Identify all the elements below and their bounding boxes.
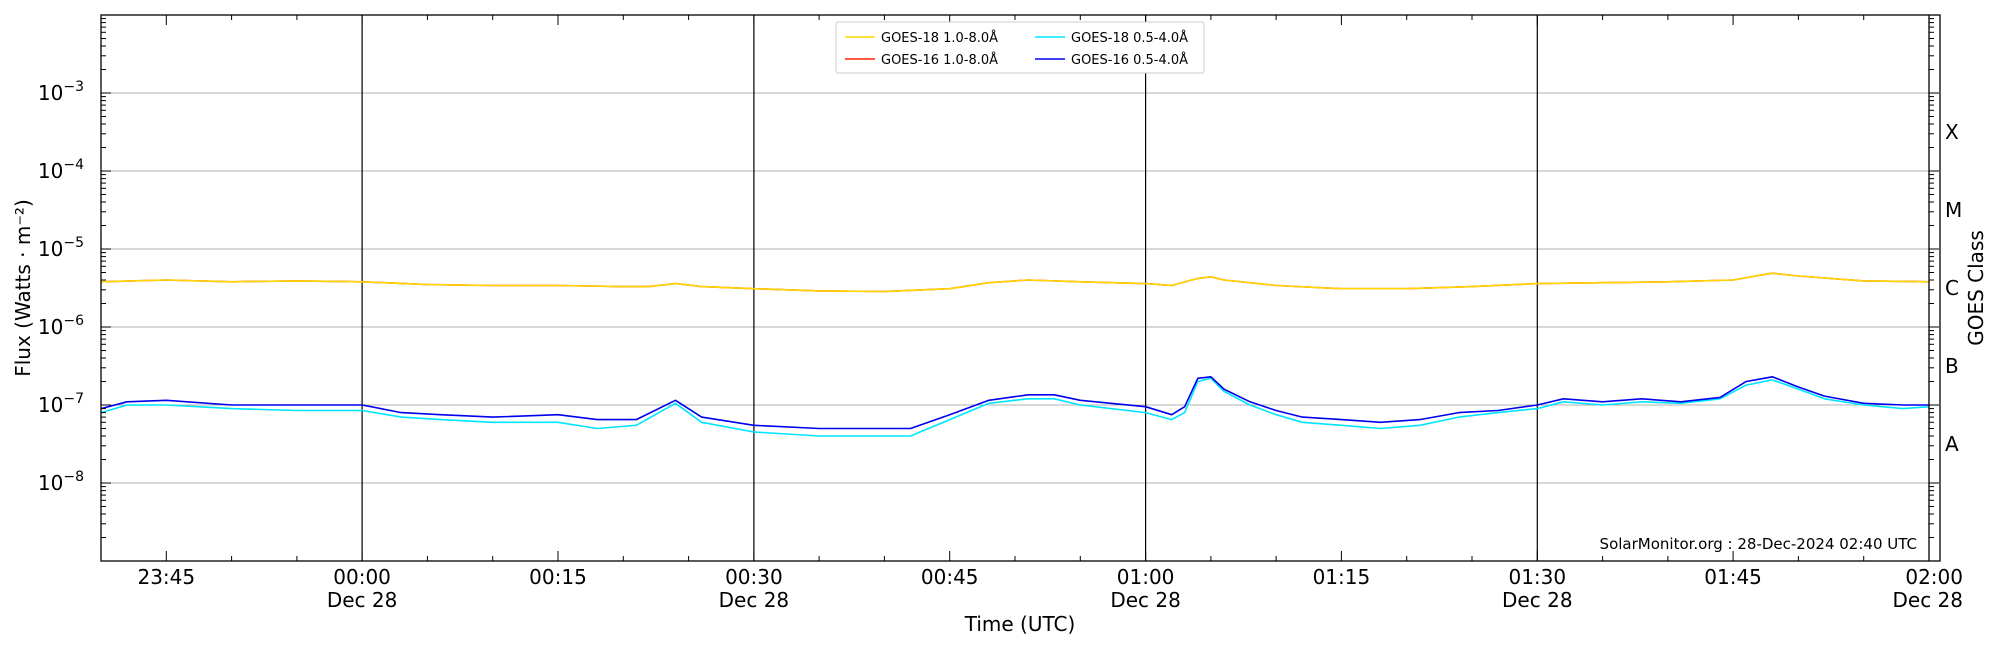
y-tick-label: 10−7 bbox=[38, 391, 84, 417]
goes-class-label: X bbox=[1945, 120, 1959, 144]
y-axis-title: Flux (Watts · m⁻²) bbox=[11, 199, 35, 377]
y-tick-label: 10−4 bbox=[38, 157, 84, 183]
legend-label: GOES-16 1.0-8.0Å bbox=[881, 52, 998, 68]
series-line bbox=[100, 375, 1929, 430]
goes-class-label: C bbox=[1945, 276, 1959, 300]
legend-label: GOES-18 1.0-8.0Å bbox=[881, 30, 998, 46]
legend-entries: GOES-18 1.0-8.0Å GOES-18 0.5-4.0Å GOES-16 … bbox=[845, 30, 1188, 68]
x-tick-label: 00:00 bbox=[333, 565, 391, 589]
x-tick-date-label: Dec 28 bbox=[1892, 588, 1963, 612]
y-tick-label: 10−5 bbox=[38, 235, 84, 261]
axis-ticks bbox=[100, 15, 1939, 562]
legend-box bbox=[835, 21, 1205, 74]
x-tick-label: 23:45 bbox=[137, 565, 195, 589]
series-line bbox=[100, 272, 1930, 293]
x-tick-date-label: Dec 28 bbox=[719, 588, 790, 612]
goes-class-label: A bbox=[1945, 432, 1959, 456]
x-tick-date-label: Dec 28 bbox=[1502, 588, 1573, 612]
x-tick-label: 01:00 bbox=[1117, 565, 1175, 589]
y-tick-label: 10−8 bbox=[38, 469, 84, 495]
right-axis-title: GOES Class bbox=[1964, 230, 1988, 346]
plot-frame bbox=[100, 14, 1941, 562]
series-line bbox=[100, 377, 1930, 437]
x-tick-label: 00:45 bbox=[921, 565, 979, 589]
legend-label: GOES-18 0.5-4.0Å bbox=[1071, 30, 1188, 46]
x-tick-date-label: Dec 28 bbox=[327, 588, 398, 612]
x-tick-label: 00:30 bbox=[725, 565, 783, 589]
x-tick-label: 01:15 bbox=[1313, 565, 1371, 589]
y-tick-labels: 10−8 10−7 10−6 10−5 10−4 10−3 bbox=[38, 79, 84, 495]
legend: GOES-18 1.0-8.0Å GOES-18 0.5-4.0Å GOES-16 … bbox=[835, 21, 1205, 74]
goes-class-label: B bbox=[1945, 354, 1959, 378]
goes-class-label: M bbox=[1945, 198, 1962, 222]
flux-series bbox=[100, 272, 1930, 437]
legend-label: GOES-16 0.5-4.0Å bbox=[1071, 52, 1188, 68]
horizontal-gridlines bbox=[101, 92, 1929, 484]
vertical-day-markers bbox=[361, 15, 1538, 561]
goes-class-labels: A B C M X bbox=[1945, 120, 1962, 456]
x-tick-label: 01:45 bbox=[1704, 565, 1762, 589]
y-tick-label: 10−3 bbox=[38, 79, 84, 105]
x-tick-label: 01:30 bbox=[1508, 565, 1566, 589]
credit-label: SolarMonitor.org : 28-Dec-2024 02:40 UTC bbox=[1600, 535, 1917, 553]
x-axis-title: Time (UTC) bbox=[964, 612, 1076, 636]
x-tick-label: 02:00 bbox=[1905, 565, 1963, 589]
y-tick-label: 10−6 bbox=[38, 313, 84, 339]
x-tick-date-label: Dec 28 bbox=[1110, 588, 1181, 612]
x-tick-label: 00:15 bbox=[529, 565, 587, 589]
